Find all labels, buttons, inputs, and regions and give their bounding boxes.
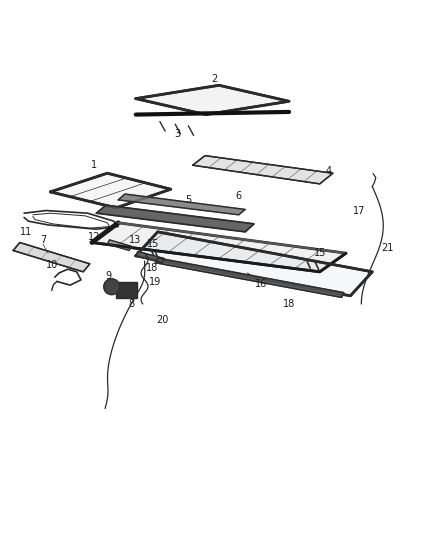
Text: 8: 8 xyxy=(128,299,134,309)
Text: 13: 13 xyxy=(129,235,141,245)
Text: 16: 16 xyxy=(254,279,267,288)
Text: 1: 1 xyxy=(91,160,97,170)
Text: 18: 18 xyxy=(283,299,295,309)
Text: 7: 7 xyxy=(40,235,46,245)
Text: 3: 3 xyxy=(174,130,180,139)
Polygon shape xyxy=(13,243,90,272)
Polygon shape xyxy=(92,223,346,272)
Polygon shape xyxy=(107,240,131,251)
Text: 15: 15 xyxy=(147,239,159,249)
Text: 10: 10 xyxy=(46,261,58,270)
Polygon shape xyxy=(136,252,164,263)
Text: 18: 18 xyxy=(146,263,159,272)
Text: 20: 20 xyxy=(156,315,168,325)
Polygon shape xyxy=(193,156,333,184)
Circle shape xyxy=(104,279,120,295)
Polygon shape xyxy=(50,173,171,208)
FancyBboxPatch shape xyxy=(116,282,137,298)
Text: 4: 4 xyxy=(325,166,332,175)
Text: 21: 21 xyxy=(381,243,394,253)
Polygon shape xyxy=(136,85,289,115)
Text: 19: 19 xyxy=(149,278,162,287)
Polygon shape xyxy=(136,232,372,296)
Text: 11: 11 xyxy=(20,227,32,237)
Text: 15: 15 xyxy=(314,248,326,258)
Polygon shape xyxy=(155,258,344,297)
Polygon shape xyxy=(96,205,254,232)
Text: 9: 9 xyxy=(106,271,112,281)
Text: 2: 2 xyxy=(212,74,218,84)
Polygon shape xyxy=(118,194,245,215)
Text: 12: 12 xyxy=(88,232,100,242)
Text: 6: 6 xyxy=(236,191,242,201)
Text: 17: 17 xyxy=(353,206,365,215)
Text: 5: 5 xyxy=(185,195,191,205)
